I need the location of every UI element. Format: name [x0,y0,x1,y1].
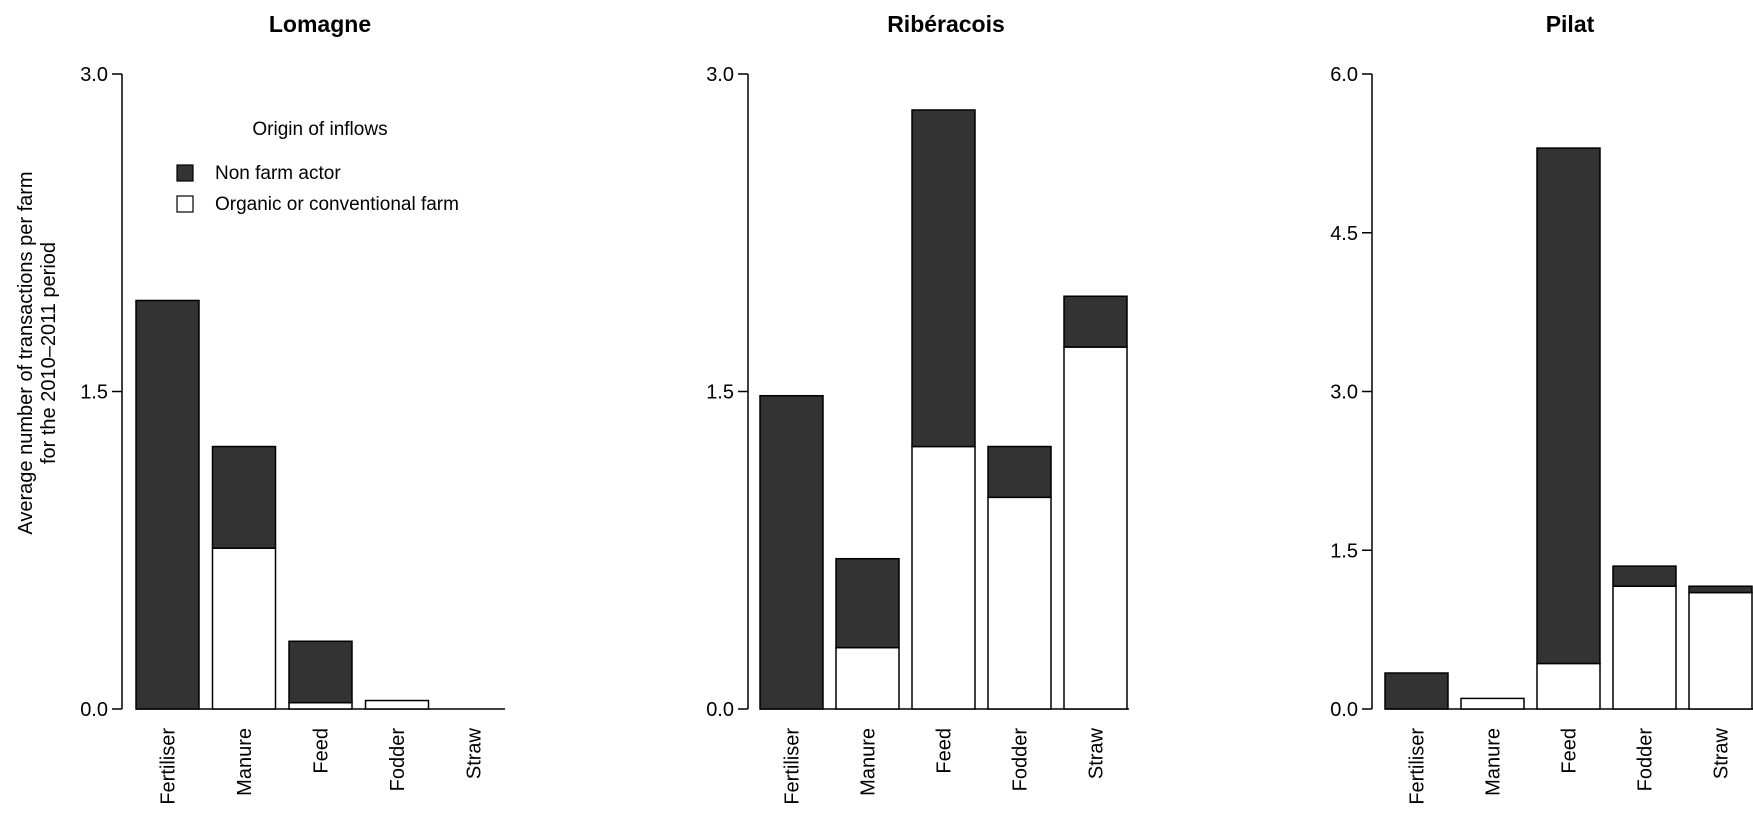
x-category-label: Feed [934,728,956,774]
x-category-label: Manure [1483,728,1505,796]
bar-segment-farm [1536,662,1601,710]
y-axis-title-line2: for the 2010–2011 period [38,242,60,464]
x-category-label: Manure [858,728,880,796]
legend-label-farm: Organic or conventional farm [215,194,459,215]
bar-segment-non-farm [1688,585,1753,594]
bar-segment-farm [1460,697,1525,710]
legend-title: Origin of inflows [252,119,387,140]
y-tick-label: 1.5 [706,382,734,404]
x-category-label: Feed [311,728,333,774]
y-tick-label: 3.0 [80,64,108,86]
y-axis-title: Average number of transactions per farm … [15,171,60,534]
bar-segment-farm [911,445,976,710]
x-category-label: Fertiliser [158,728,180,805]
x-category-label: Fodder [1010,728,1032,792]
y-tick-label: 3.0 [1330,382,1358,404]
bar-segment-non-farm [1612,565,1677,587]
panel-title: Pilat [1546,11,1595,37]
x-category-label: Fodder [387,728,409,792]
x-category-label: Fodder [1635,728,1657,792]
bar-segment-farm [1688,591,1753,710]
bar-segment-farm [1063,346,1128,710]
y-tick-label: 1.5 [80,382,108,404]
x-category-label: Feed [1559,728,1581,774]
legend-swatch-non-farm [176,164,194,182]
bar-segment-farm [987,496,1052,710]
x-category-label: Manure [234,728,256,796]
panel-1: Ribéracois 0.0 1.5 3.0 Fertiliser Manure Feed F… [706,11,1129,805]
bar-segment-non-farm [1536,147,1601,665]
bar-segment-non-farm [135,299,200,710]
bar-segment-farm [364,699,430,710]
legend-label-non-farm: Non farm actor [215,163,341,184]
y-tick-label: 0.0 [1330,699,1358,721]
panel-title: Lomagne [269,11,371,37]
bar-segment-non-farm [211,445,277,549]
x-category-label: Straw [1711,727,1733,779]
bar-segment-farm [211,547,277,710]
panel-title: Ribéracois [887,11,1005,37]
legend: Origin of inflows Non farm actor Organic… [176,119,459,215]
x-category-label: Fertiliser [782,728,804,805]
y-tick-label: 0.0 [706,699,734,721]
bar-segment-farm [288,701,353,710]
y-tick-label: 6.0 [1330,64,1358,86]
y-tick-label: 0.0 [80,699,108,721]
y-axis-title-line1: Average number of transactions per farm [15,171,37,534]
y-tick-label: 1.5 [1330,540,1358,562]
bar-segment-non-farm [1384,672,1449,710]
x-category-label: Fertiliser [1407,728,1429,805]
legend-swatch-farm [176,195,194,213]
bar-segment-non-farm [759,394,824,710]
x-category-label: Straw [1086,727,1108,779]
bar-segment-non-farm [288,640,353,704]
bar-segment-non-farm [911,109,976,448]
y-tick-label: 4.5 [1330,223,1358,245]
bar-segment-non-farm [835,557,900,649]
panel-2: Pilat 0.0 1.5 3.0 4.5 6.0 Fertiliser Manure Feed… [1330,11,1753,805]
bar-segment-farm [1612,585,1677,710]
y-tick-label: 3.0 [706,64,734,86]
panel-0: Lomagne 0.0 1.5 3.0 Fertiliser Manure Feed Fodd… [80,11,505,805]
x-category-label: Straw [464,727,486,779]
bar-segment-non-farm [1063,295,1128,348]
bar-segment-farm [835,646,900,710]
bar-segment-non-farm [987,445,1052,499]
